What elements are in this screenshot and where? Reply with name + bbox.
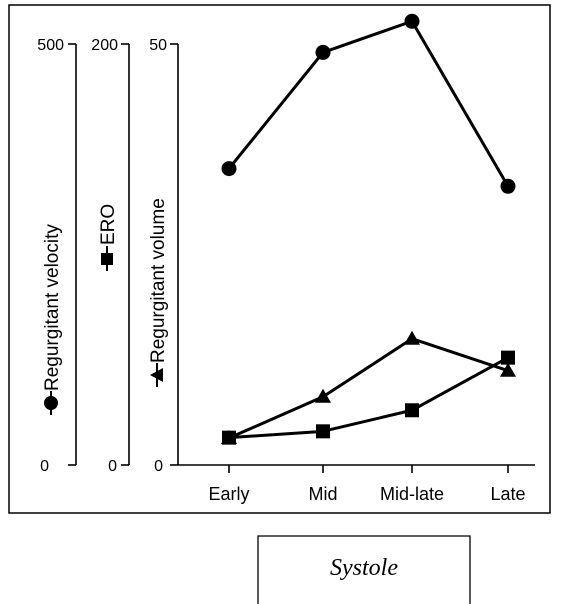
chart-frame [8, 4, 551, 514]
y-axis-volume-title: Regurgitant volume [148, 198, 169, 387]
y-axis-velocity: 500 0 [37, 37, 77, 475]
data-point-velocity [500, 178, 516, 194]
data-point-ero [405, 403, 419, 418]
x-tick-label: Early [208, 484, 249, 504]
series-line-velocity [227, 19, 510, 188]
caption-text: Systole [330, 555, 398, 581]
data-point-velocity [404, 13, 420, 29]
y-axis-volume: 50 0 [149, 37, 179, 475]
data-point-volume [315, 388, 331, 403]
x-tick-label: Mid-late [380, 484, 444, 504]
data-point-velocity [315, 44, 331, 60]
x-axis-ticks: Early Mid Mid-late Late [208, 465, 526, 504]
y-axis-velocity-tick-label-top: 500 [37, 37, 64, 54]
x-tick-label: Late [490, 484, 525, 504]
series-line-volume [228, 337, 509, 440]
x-tick-label: Mid [308, 484, 337, 504]
data-point-ero [501, 350, 515, 365]
y-axis-ero-title-text: ERO [98, 204, 119, 245]
y-axis-velocity-title-text: Regurgitant velocity [42, 224, 63, 391]
y-axis-ero-legend-marker [101, 253, 113, 265]
y-axis-ero-title: ERO [98, 204, 119, 271]
data-point-ero [316, 424, 330, 439]
y-axis-ero: 200 0 [91, 37, 130, 475]
caption-box-border [257, 535, 471, 604]
y-axis-volume-tick-label-bottom: 0 [154, 458, 163, 475]
data-point-volume [500, 362, 516, 377]
caption-box: Systole [257, 535, 471, 604]
y-axis-velocity-legend-marker [44, 396, 58, 410]
y-axis-volume-title-text: Regurgitant volume [148, 198, 169, 363]
y-axis-velocity-title: Regurgitant velocity [42, 224, 63, 415]
y-axis-volume-legend-marker [150, 368, 163, 382]
series-line-ero [228, 356, 509, 440]
y-axis-velocity-tick-label-bottom: 0 [40, 458, 49, 475]
data-point-volume [221, 430, 237, 445]
data-point-volume [404, 330, 420, 345]
y-axis-ero-tick-label-bottom: 0 [108, 458, 117, 475]
series-layer [221, 13, 516, 445]
y-axis-ero-tick-label-top: 200 [91, 37, 118, 54]
y-axis-volume-tick-label-top: 50 [149, 37, 167, 54]
data-point-velocity [221, 161, 237, 177]
